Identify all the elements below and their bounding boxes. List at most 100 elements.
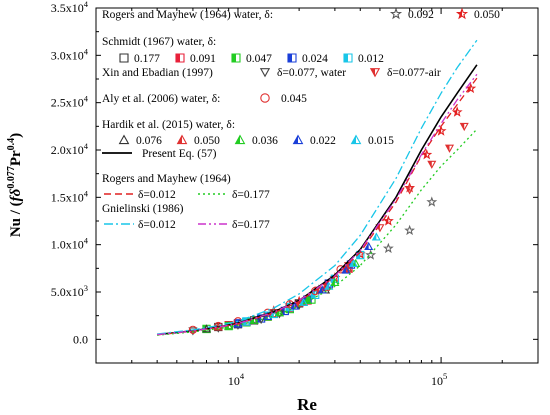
x-axis-label: Re <box>297 395 317 414</box>
x-tick-label-base: 10 <box>228 374 240 388</box>
data-point <box>382 242 394 254</box>
y-axis-label-sup: 0.077 <box>6 166 17 189</box>
legend-label: 0.050 <box>194 135 220 147</box>
x-tick-label-exp: 5 <box>443 371 447 381</box>
data-point <box>311 286 320 296</box>
legend-label-text: δ=0.177 <box>232 219 270 231</box>
data-point <box>341 265 351 274</box>
data-point <box>427 160 437 169</box>
legend: Rogers and Mayhew (1964) water, δ: 0.092 0… <box>102 7 500 231</box>
legend-marker <box>369 68 381 78</box>
legend-label: 0.047 <box>246 53 272 65</box>
data-point <box>317 285 327 294</box>
legend-label: 0.012 <box>358 53 384 65</box>
data-point <box>421 149 433 160</box>
y-tick-label: 2.0x104 <box>51 141 89 157</box>
legend-label: δ=0.077-air <box>387 67 441 79</box>
data-point <box>324 281 334 290</box>
legend-label-text: δ=0.012 <box>138 219 176 231</box>
legend-marker <box>455 7 469 20</box>
legend-label: 0.091 <box>190 53 216 65</box>
x-tick-label: 105 <box>431 371 447 388</box>
x-tick-label-base: 10 <box>431 374 443 388</box>
legend-title: Hardik et al. (2015) water, δ: <box>102 119 235 131</box>
y-tick-label: 5.0x103 <box>51 283 88 299</box>
correlation-line <box>157 128 478 336</box>
y-tick-label: 3.0x104 <box>51 46 89 62</box>
y-tick-label-exp: 3 <box>84 283 88 293</box>
y-tick-label-exp: 4 <box>84 94 89 104</box>
legend-title: Aly et al. (2006) water, δ: <box>102 93 220 105</box>
y-tick-label-text: 3.0x10 <box>51 48 84 62</box>
legend-label: 0.024 <box>302 53 328 65</box>
legend-label-text: δ=0.177 <box>232 189 270 201</box>
y-tick-label: 1.0x104 <box>51 236 89 252</box>
legend-marker <box>259 68 271 78</box>
legend-marker <box>231 53 241 63</box>
y-tick-label-exp: 4 <box>84 188 89 198</box>
y-axis-label-sup: 0.4 <box>6 138 17 151</box>
legend-label: 0.050 <box>474 9 500 21</box>
data-point <box>249 315 259 324</box>
y-tick-label-text: 0.0 <box>73 332 88 346</box>
legend-marker <box>350 134 362 145</box>
y-tick-label-text: 1.0x10 <box>51 238 84 252</box>
legend-marker <box>118 134 130 145</box>
data-point <box>426 196 438 207</box>
legend-label: Present Eq. (57) <box>142 148 217 160</box>
data-point <box>298 297 308 306</box>
y-tick-label-exp: 4 <box>84 46 89 56</box>
axes: 0.05.0x1031.0x1041.5x1042.0x1042.5x1043.… <box>6 0 539 414</box>
correlation-line <box>157 39 478 335</box>
plot-frame <box>95 7 539 364</box>
legend-label: 0.092 <box>408 9 434 21</box>
x-tick-label-exp: 4 <box>240 371 245 381</box>
data-point <box>269 309 279 319</box>
y-axis-label-part: δ <box>8 188 24 196</box>
legend-label: 0.076 <box>136 135 162 147</box>
data-point <box>405 186 415 195</box>
data-point <box>364 241 374 250</box>
legend-label: 0.015 <box>368 135 394 147</box>
y-tick-label: 3.5x104 <box>51 0 89 15</box>
legend-marker <box>234 134 246 145</box>
data-point <box>444 144 455 153</box>
y-axis-label-part: Pr <box>8 150 24 166</box>
legend-label: 0.177 <box>134 53 160 65</box>
legend-label: δ=0.177 <box>232 219 270 231</box>
y-tick-label: 1.5x104 <box>51 188 89 204</box>
y-tick-label-text: 5.0x10 <box>51 285 84 299</box>
data-point <box>459 122 469 132</box>
y-tick-label-text: 2.0x10 <box>51 143 84 157</box>
data-point <box>404 224 416 236</box>
legend-label: 0.036 <box>252 135 278 147</box>
x-tick-label: 104 <box>228 371 245 388</box>
legend-title: Xin and Ebadian (1997) <box>102 67 213 79</box>
y-axis-label-part: ) <box>8 133 24 138</box>
y-tick-label: 2.5x104 <box>51 94 89 110</box>
y-tick-label-exp: 4 <box>84 141 89 151</box>
data-point <box>290 301 300 310</box>
data-point <box>302 295 313 304</box>
data-point <box>371 232 381 241</box>
legend-label: δ=0.012 <box>138 189 176 201</box>
data-point <box>451 106 463 117</box>
legend-marker <box>119 53 129 63</box>
data-point <box>435 125 447 136</box>
y-axis-label-part: f <box>8 194 24 201</box>
legend-label: δ=0.012 <box>138 219 176 231</box>
correlation-line <box>157 77 478 336</box>
legend-title: Rogers and Mayhew (1964) <box>102 173 231 185</box>
y-tick-label-text: 3.5x10 <box>51 1 84 15</box>
plot-area <box>157 39 478 336</box>
y-tick-label: 0.0 <box>73 332 88 346</box>
data-point <box>330 277 340 286</box>
legend-marker <box>175 53 185 63</box>
data-point <box>365 249 377 260</box>
legend-label: δ=0.177 <box>232 189 270 201</box>
legend-title: Gnielinski (1986) <box>102 203 184 215</box>
legend-label-text: δ=0.012 <box>138 189 176 201</box>
legend-label: δ=0.077, water <box>277 67 346 79</box>
legend-marker <box>176 134 188 145</box>
legend-title: Schmidt (1967) water, δ: <box>102 36 216 48</box>
